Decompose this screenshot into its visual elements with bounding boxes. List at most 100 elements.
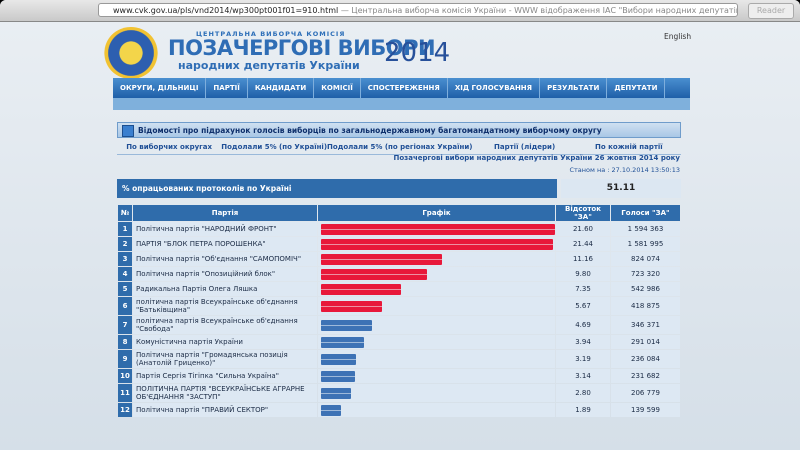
graph-cell [318,369,555,383]
graph-cell [318,297,555,315]
page: ЦЕНТРАЛЬНА ВИБОРЧА КОМІСІЯ ПОЗАЧЕРГОВІ В… [0,22,800,450]
column-header: Партія [133,205,317,221]
row-number: 4 [118,267,132,281]
bar [321,353,356,365]
percent: 4.69 [556,316,610,334]
graph-cell [318,222,555,236]
votes: 231 682 [611,369,680,383]
party-name[interactable]: Партія Сергія Тігіпка "Сильна Україна" [133,369,317,383]
percent: 7.35 [556,282,610,296]
table-row: 6 політична партія Всеукраїнське об'єднан… [118,297,680,315]
percent: 9.80 [556,267,610,281]
votes: 542 986 [611,282,680,296]
graph-cell [318,335,555,349]
nav-item[interactable]: СПОСТЕРЕЖЕННЯ [361,78,448,98]
party-name[interactable]: Політична партія "Об'єднання "САМОПОМІЧ" [133,252,317,266]
party-name[interactable]: Радикальна Партія Олега Ляшка [133,282,317,296]
nav-item[interactable]: КАНДИДАТИ [248,78,315,98]
graph-cell [318,403,555,417]
site-title: ПОЗАЧЕРГОВІ ВИБОРИ [168,36,436,60]
status: Станом на : 27.10.2014 13:50:13 [569,166,680,174]
tab[interactable]: По виборчих округах [126,143,213,151]
site-subtitle: народних депутатів України [178,59,360,72]
table-row: 1 Політична партія "НАРОДНИЙ ФРОНТ" 21.60 1… [118,222,680,236]
row-number: 12 [118,403,132,417]
row-number: 11 [118,384,132,402]
tab[interactable]: Партії (лідери) [494,143,556,151]
graph-cell [318,384,555,402]
processed-row: % опрацьованих протоколів по Україні 51.… [117,179,681,198]
row-number: 8 [118,335,132,349]
votes: 346 371 [611,316,680,334]
column-header: № [118,205,132,221]
votes: 418 875 [611,297,680,315]
row-number: 2 [118,237,132,251]
party-name[interactable]: політична партія Всеукраїнське об'єднанн… [133,316,317,334]
party-name[interactable]: Політична партія "Громадянська позиція (… [133,350,317,368]
nav-item[interactable]: ОКРУГИ, ДІЛЬНИЦІ [113,78,207,98]
table-row: 5 Радикальна Партія Олега Ляшка 7.35 542 98… [118,282,680,296]
row-number: 1 [118,222,132,236]
table-row: 12 Політична партія "ПРАВИЙ СЕКТОР" 1.89 13… [118,403,680,417]
percent: 11.16 [556,252,610,266]
nav-item[interactable]: ДЕПУТАТИ [607,78,666,98]
tab[interactable]: По кожній партії [595,143,663,151]
checkbox-icon [122,125,134,137]
graph-cell [318,267,555,281]
bar [321,238,554,250]
tab[interactable]: Подолали 5% (по регіонах України) [327,143,473,151]
party-name[interactable]: ПАРТІЯ "БЛОК ПЕТРА ПОРОШЕНКА" [133,237,317,251]
party-name[interactable]: Комуністична партія України [133,335,317,349]
processed-value: 51.11 [561,179,681,198]
percent: 1.89 [556,403,610,417]
url: www.cvk.gov.ua/pls/vnd2014/wp300pt001f01… [113,6,339,15]
votes: 291 014 [611,335,680,349]
bar [321,300,383,312]
nav-item[interactable]: ХІД ГОЛОСУВАННЯ [448,78,541,98]
party-name[interactable]: Політична партія "ПРАВИЙ СЕКТОР" [133,403,317,417]
table-row: 11 ПОЛІТИЧНА ПАРТІЯ "ВСЕУКРАЇНСЬКЕ АГРАРН… [118,384,680,402]
party-name[interactable]: політична партія Всеукраїнське об'єднанн… [133,297,317,315]
votes: 1 594 363 [611,222,680,236]
language-link[interactable]: English [664,32,692,41]
table-body: 1 Політична партія "НАРОДНИЙ ФРОНТ" 21.60 1… [118,222,680,417]
bar [321,223,555,235]
percent: 3.14 [556,369,610,383]
votes: 824 074 [611,252,680,266]
graph-cell [318,316,555,334]
panel-title: Відомості про підрахунок голосів виборці… [117,122,681,138]
votes: 206 779 [611,384,680,402]
panel-title-text: Відомості про підрахунок голосів виборці… [138,126,602,135]
table-row: 4 Політична партія "Опозиційний блок" 9.80… [118,267,680,281]
bar [321,336,364,348]
bar [321,370,355,382]
nav-item[interactable]: ПАРТІЇ [206,78,248,98]
header-row: № Партія Графік Відсоток "ЗА" Голоси "ЗА" [118,205,680,221]
tab[interactable]: Подолали 5% (по Україні) [221,143,328,151]
party-name[interactable]: Політична партія "Опозиційний блок" [133,267,317,281]
column-header: Голоси "ЗА" [611,205,680,221]
table-row: 2 ПАРТІЯ "БЛОК ПЕТРА ПОРОШЕНКА" 21.44 1 581… [118,237,680,251]
address-bar[interactable]: www.cvk.gov.ua/pls/vnd2014/wp300pt001f01… [98,3,738,17]
column-header: Відсоток "ЗА" [556,205,610,221]
nav-strip [113,98,690,110]
party-name[interactable]: ПОЛІТИЧНА ПАРТІЯ "ВСЕУКРАЇНСЬКЕ АГРАРНЕ … [133,384,317,402]
percent: 5.67 [556,297,610,315]
reader-button[interactable]: Reader [748,3,794,19]
party-name[interactable]: Політична партія "НАРОДНИЙ ФРОНТ" [133,222,317,236]
nav-item[interactable]: РЕЗУЛЬТАТИ [540,78,608,98]
graph-cell [318,252,555,266]
row-number: 5 [118,282,132,296]
graph-cell [318,350,555,368]
votes: 139 599 [611,403,680,417]
table-row: 3 Політична партія "Об'єднання "САМОПОМІЧ… [118,252,680,266]
table-row: 9 Політична партія "Громадянська позиція … [118,350,680,368]
votes: 723 320 [611,267,680,281]
bar [321,268,428,280]
graph-cell [318,237,555,251]
table-row: 8 Комуністична партія України 3.94 291 014 [118,335,680,349]
percent: 21.44 [556,237,610,251]
nav-item[interactable]: КОМІСІЇ [314,78,361,98]
browser-toolbar: www.cvk.gov.ua/pls/vnd2014/wp300pt001f01… [0,0,800,22]
